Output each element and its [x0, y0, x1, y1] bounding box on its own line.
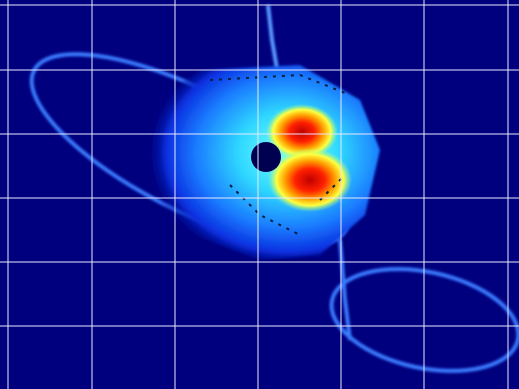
- field-image: [0, 0, 519, 389]
- core: [251, 142, 281, 172]
- page: [0, 0, 519, 389]
